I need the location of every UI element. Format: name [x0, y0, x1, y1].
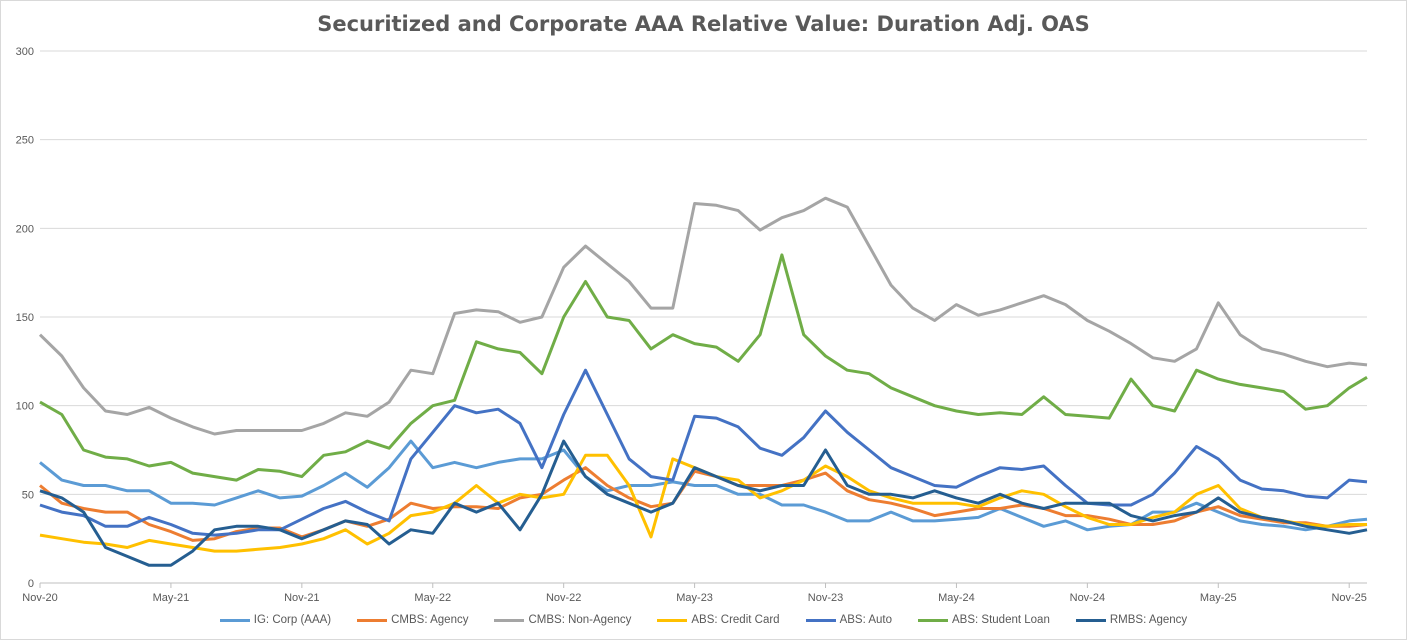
legend-swatch [805, 618, 836, 622]
x-tick-label: Nov-22 [546, 592, 581, 604]
legend-item: RMBS: Agency [1075, 614, 1188, 626]
legend-swatch [918, 618, 949, 622]
chart-title: Securitized and Corporate AAA Relative V… [317, 12, 1090, 36]
y-tick-label: 250 [16, 135, 34, 147]
legend-item: ABS: Credit Card [657, 614, 780, 626]
x-tick-label: May-23 [676, 592, 713, 604]
legend-label: ABS: Credit Card [691, 614, 780, 626]
legend-label: IG: Corp (AAA) [253, 614, 332, 626]
legend-label: CMBS: Non-Agency [528, 614, 632, 626]
series-line-abs-auto [39, 368, 1368, 537]
x-tick-label: May-24 [938, 592, 975, 604]
legend-label: RMBS: Agency [1109, 614, 1188, 626]
legend-item: IG: Corp (AAA) [219, 614, 332, 626]
legend-item: CMBS: Agency [357, 614, 468, 626]
series-line-cmbs-non-agency [38, 196, 1368, 436]
legend-item: ABS: Auto [805, 614, 893, 626]
series-line-rmbs-agency [39, 439, 1368, 567]
legend-swatch [357, 618, 388, 622]
x-tick-label: Nov-21 [284, 592, 319, 604]
y-tick-label: 200 [16, 223, 34, 235]
legend-swatch [1075, 618, 1106, 622]
x-tick-label: Nov-23 [808, 592, 843, 604]
legend-label: ABS: Student Loan [952, 614, 1050, 626]
series-line-abs-student-loan [39, 253, 1368, 482]
y-tick-label: 0 [28, 578, 34, 590]
legend-swatch [494, 618, 525, 622]
legend-item: CMBS: Non-Agency [494, 614, 631, 626]
legend-label: CMBS: Agency [391, 614, 469, 626]
y-tick-label: 50 [22, 489, 34, 501]
series-line-abs-credit-card [39, 453, 1367, 553]
legend-swatch [219, 618, 250, 622]
legend-swatch [657, 618, 688, 622]
y-tick-label: 150 [16, 312, 34, 324]
legend: IG: Corp (AAA) CMBS: Agency CMBS: Non-Agen… [0, 614, 1407, 626]
x-tick-label: May-25 [1200, 592, 1237, 604]
x-tick-label: May-22 [414, 592, 451, 604]
x-tick-label: Nov-25 [1331, 592, 1366, 604]
legend-label: ABS: Auto [839, 614, 893, 626]
series-line-ig-corp-aaa [39, 439, 1368, 532]
y-tick-label: 100 [16, 401, 34, 413]
y-tick-label: 300 [16, 46, 34, 58]
legend-item: ABS: Student Loan [918, 614, 1050, 626]
x-tick-label: Nov-20 [22, 592, 57, 604]
x-tick-label: May-21 [153, 592, 190, 604]
x-tick-label: Nov-24 [1070, 592, 1105, 604]
